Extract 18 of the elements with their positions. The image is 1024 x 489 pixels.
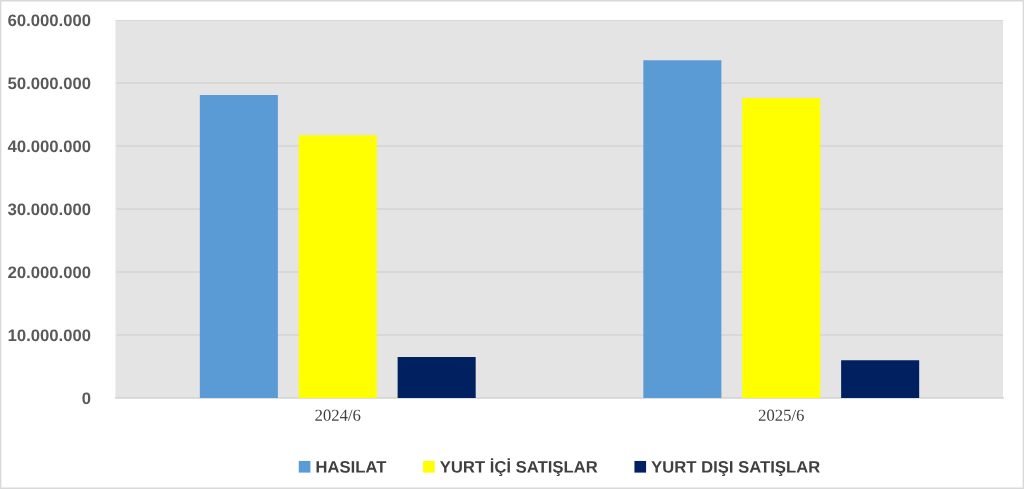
bar [199, 94, 278, 398]
legend-label: YURT DIŞI SATIŞLAR [651, 460, 820, 477]
bar [742, 98, 821, 398]
y-tick-label: 10.000.000 [8, 329, 91, 342]
x-tick-label: 2025/6 [758, 409, 804, 421]
bar [643, 60, 722, 398]
y-tick-label: 40.000.000 [7, 140, 91, 153]
y-tick-label: 60.000.000 [8, 14, 91, 27]
bar [841, 360, 920, 398]
bar [397, 357, 476, 398]
y-tick-label: 30.000.000 [7, 203, 91, 216]
x-tick-label: 2024/6 [315, 409, 361, 421]
y-tick-label: 50.000.000 [8, 77, 91, 90]
y-tick-label: 0 [82, 392, 91, 405]
legend-label: YURT İÇİ SATIŞLAR [440, 458, 598, 477]
y-tick-label: 20.000.000 [8, 266, 91, 279]
bar [298, 135, 377, 398]
legend-label: HASILAT [316, 460, 387, 473]
